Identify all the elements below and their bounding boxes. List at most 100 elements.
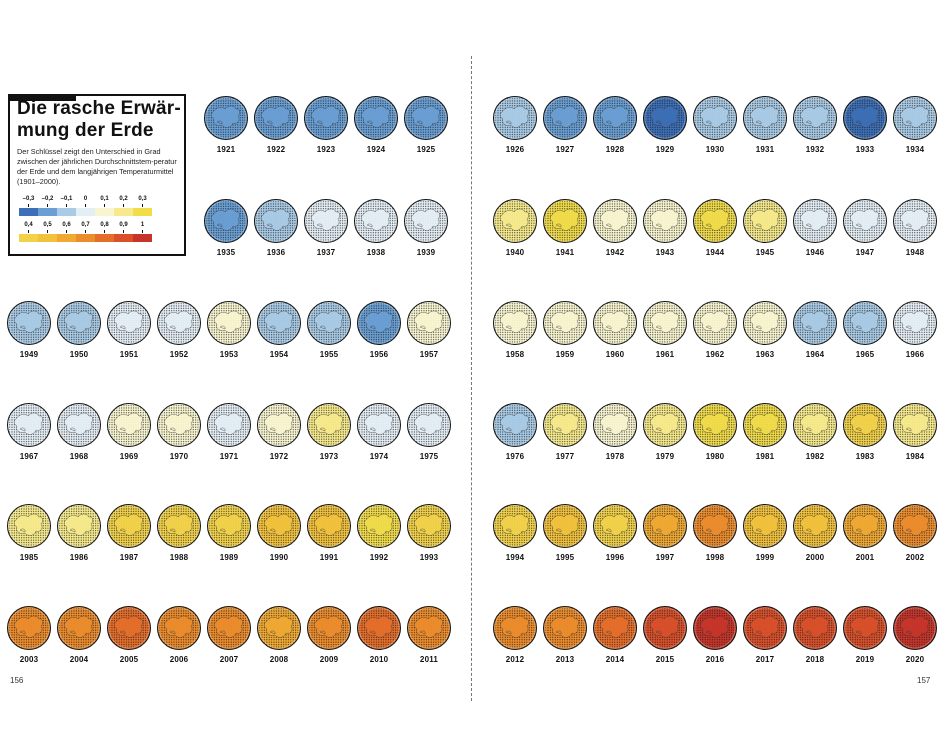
scale-tick-label: 0,1 [95, 196, 114, 207]
globe-icon [593, 606, 637, 650]
year-globe: 1949 [6, 300, 52, 359]
scale-tick-label: –0,2 [38, 196, 57, 207]
globe-icon [793, 199, 837, 243]
globe-icon [357, 403, 401, 447]
globe-icon [793, 606, 837, 650]
year-globe: 1988 [156, 503, 202, 562]
globe-icon [304, 96, 348, 140]
globe-icon [643, 606, 687, 650]
year-label: 1963 [755, 350, 775, 359]
globe-icon [893, 199, 937, 243]
year-label: 1927 [555, 145, 575, 154]
globe-icon [643, 301, 687, 345]
year-label: 1996 [605, 553, 625, 562]
year-globe: 1999 [742, 503, 788, 562]
year-label: 1952 [169, 350, 189, 359]
year-globe: 1992 [356, 503, 402, 562]
globe-icon [593, 504, 637, 548]
year-label: 1971 [219, 452, 239, 461]
year-globe: 1985 [6, 503, 52, 562]
year-globe: 1965 [842, 300, 888, 359]
globe-icon [493, 301, 537, 345]
year-globe: 1986 [56, 503, 102, 562]
year-label: 1954 [269, 350, 289, 359]
year-label: 1936 [266, 248, 286, 257]
globe-icon [7, 403, 51, 447]
globe-icon [254, 96, 298, 140]
globe-icon [593, 301, 637, 345]
year-label: 1985 [19, 553, 39, 562]
scale-swatch: 0,1 [95, 196, 114, 216]
year-label: 1948 [905, 248, 925, 257]
year-label: 1974 [369, 452, 389, 461]
year-label: 1922 [266, 145, 286, 154]
year-label: 1931 [755, 145, 775, 154]
globe-icon [493, 606, 537, 650]
globe-icon [643, 199, 687, 243]
year-globe: 1957 [406, 300, 452, 359]
year-label: 1938 [366, 248, 386, 257]
scale-tick-label: –0,3 [19, 196, 38, 207]
year-label: 1921 [216, 145, 236, 154]
year-label: 1959 [555, 350, 575, 359]
year-label: 2015 [655, 655, 675, 664]
year-label: 1965 [855, 350, 875, 359]
globe-icon [593, 199, 637, 243]
year-globe: 2015 [642, 605, 688, 664]
year-label: 1933 [855, 145, 875, 154]
year-globe: 1961 [642, 300, 688, 359]
year-label: 1947 [855, 248, 875, 257]
scale-swatch: 0,9 [114, 222, 133, 242]
year-label: 1981 [755, 452, 775, 461]
globe-icon [843, 199, 887, 243]
year-label: 2020 [905, 655, 925, 664]
year-label: 2013 [555, 655, 575, 664]
year-globe: 1947 [842, 198, 888, 257]
year-globe: 1959 [542, 300, 588, 359]
globe-icon [493, 403, 537, 447]
year-globe: 1928 [592, 95, 638, 154]
year-label: 2016 [705, 655, 725, 664]
year-label: 1993 [419, 553, 439, 562]
page-number-right: 157 [917, 676, 931, 685]
year-label: 1967 [19, 452, 39, 461]
year-label: 1979 [655, 452, 675, 461]
year-globe: 1997 [642, 503, 688, 562]
scale-swatch: 0,3 [133, 196, 152, 216]
globe-icon [157, 403, 201, 447]
year-globe: 1982 [792, 402, 838, 461]
year-globe: 1946 [792, 198, 838, 257]
globe-icon [793, 403, 837, 447]
year-globe: 2020 [892, 605, 938, 664]
year-label: 1977 [555, 452, 575, 461]
year-label: 2005 [119, 655, 139, 664]
globe-icon [157, 606, 201, 650]
year-label: 1926 [505, 145, 525, 154]
year-globe: 1952 [156, 300, 202, 359]
year-label: 1929 [655, 145, 675, 154]
globe-icon [693, 606, 737, 650]
year-label: 1988 [169, 553, 189, 562]
year-label: 1930 [705, 145, 725, 154]
year-label: 2014 [605, 655, 625, 664]
year-label: 1935 [216, 248, 236, 257]
year-globe: 1978 [592, 402, 638, 461]
globe-icon [593, 403, 637, 447]
year-globe: 1975 [406, 402, 452, 461]
globe-icon [107, 606, 151, 650]
year-globe: 1935 [203, 198, 249, 257]
year-label: 1961 [655, 350, 675, 359]
year-label: 1976 [505, 452, 525, 461]
year-label: 2001 [855, 553, 875, 562]
year-globe: 1998 [692, 503, 738, 562]
globe-icon [257, 606, 301, 650]
scale-tick-label: 0,2 [114, 196, 133, 207]
scale-tick-label: 0,8 [95, 222, 114, 233]
year-label: 1966 [905, 350, 925, 359]
year-globe: 2007 [206, 605, 252, 664]
globe-icon [743, 606, 787, 650]
year-label: 1924 [366, 145, 386, 154]
year-globe: 1945 [742, 198, 788, 257]
globe-icon [543, 96, 587, 140]
globe-icon [893, 403, 937, 447]
